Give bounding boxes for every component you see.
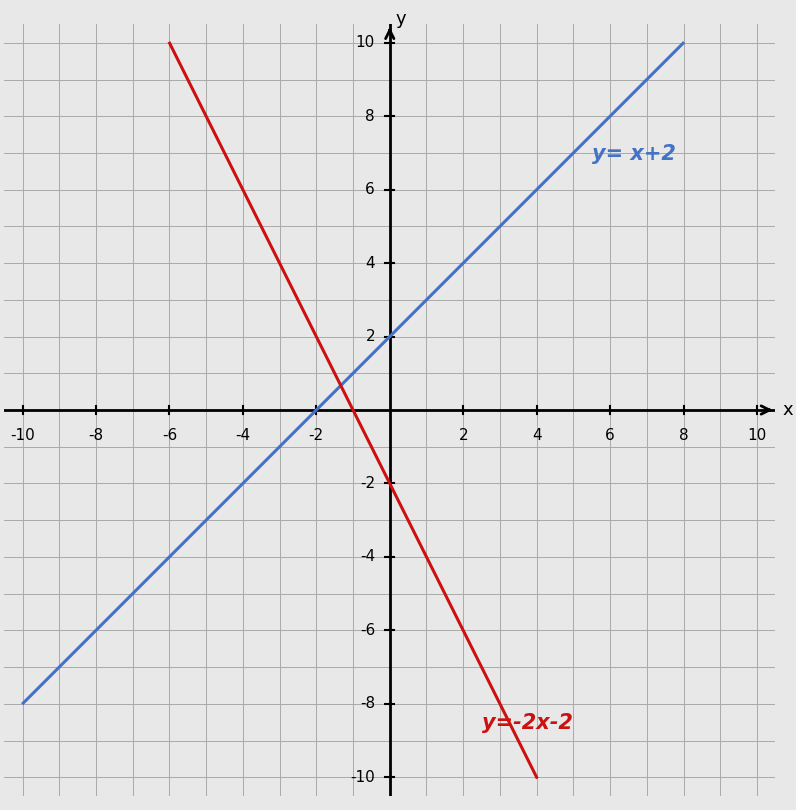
Text: y=-2x-2: y=-2x-2	[482, 714, 572, 734]
Text: -2: -2	[309, 428, 324, 443]
Text: 2: 2	[458, 428, 468, 443]
Text: y= x+2: y= x+2	[591, 144, 676, 164]
Text: 6: 6	[365, 182, 375, 197]
Text: 4: 4	[532, 428, 541, 443]
Text: 4: 4	[365, 256, 375, 271]
Text: -10: -10	[10, 428, 35, 443]
Text: -8: -8	[88, 428, 103, 443]
Text: 6: 6	[605, 428, 615, 443]
Text: x: x	[782, 401, 794, 419]
Text: 8: 8	[365, 109, 375, 124]
Text: -4: -4	[236, 428, 251, 443]
Text: -4: -4	[360, 549, 375, 565]
Text: -8: -8	[360, 697, 375, 711]
Text: -6: -6	[360, 623, 375, 637]
Text: -6: -6	[162, 428, 177, 443]
Text: -2: -2	[360, 476, 375, 491]
Text: 10: 10	[356, 36, 375, 50]
Text: y: y	[396, 10, 406, 28]
Text: 10: 10	[747, 428, 767, 443]
Text: -10: -10	[350, 770, 375, 785]
Text: 2: 2	[365, 329, 375, 344]
Text: 8: 8	[679, 428, 689, 443]
